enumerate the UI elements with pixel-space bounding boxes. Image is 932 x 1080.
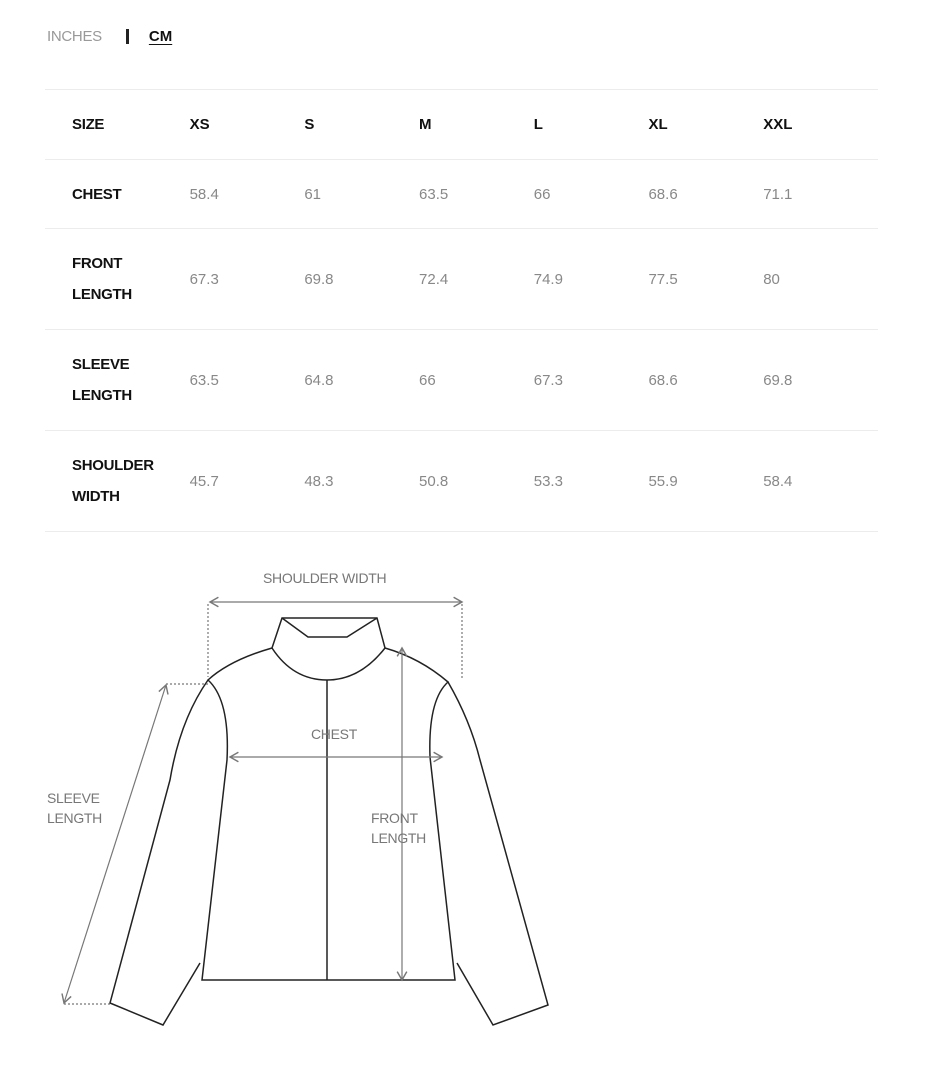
cell: 69.8 bbox=[304, 270, 334, 288]
front-label-line: FRONT bbox=[371, 810, 418, 826]
jacket-outline bbox=[109, 617, 549, 1026]
cell: 69.8 bbox=[763, 371, 793, 389]
row-label: CHEST bbox=[72, 185, 122, 203]
cell: 72.4 bbox=[419, 270, 449, 288]
row-label: FRONT LENGTH bbox=[72, 255, 132, 303]
cell: 48.3 bbox=[304, 472, 334, 490]
front-length-label: FRONT LENGTH bbox=[371, 808, 426, 848]
inches-toggle[interactable]: INCHES bbox=[47, 28, 102, 45]
cell: 67.3 bbox=[533, 371, 563, 389]
cell: 68.6 bbox=[648, 185, 678, 203]
cell: 80 bbox=[763, 270, 780, 288]
cell: 74.9 bbox=[533, 270, 563, 288]
table-row: SHOULDER WIDTH 45.7 48.3 50.8 53.3 55.9 … bbox=[45, 430, 878, 532]
cell: 58.4 bbox=[189, 185, 219, 203]
table-row: CHEST 58.4 61 63.5 66 68.6 71.1 bbox=[45, 159, 878, 229]
cell: 63.5 bbox=[189, 371, 219, 389]
table-header-row: SIZE XS S M L XL XXL bbox=[45, 89, 878, 160]
row-label: SLEEVE LENGTH bbox=[72, 356, 132, 404]
cell: 77.5 bbox=[648, 270, 678, 288]
table-row: FRONT LENGTH 67.3 69.8 72.4 74.9 77.5 80 bbox=[45, 228, 878, 330]
sleeve-length-arrow bbox=[61, 683, 169, 1005]
header-cell: S bbox=[304, 116, 315, 133]
cell: 68.6 bbox=[648, 371, 678, 389]
header-cell: M bbox=[419, 116, 432, 133]
cell: 45.7 bbox=[189, 472, 219, 490]
unit-toggle: INCHES CM bbox=[47, 28, 172, 45]
header-cell: XL bbox=[648, 116, 668, 133]
cell: 55.9 bbox=[648, 472, 678, 490]
front-label-line: LENGTH bbox=[371, 830, 426, 846]
sleeve-label-line: SLEEVE bbox=[47, 790, 100, 806]
sleeve-length-label: SLEEVE LENGTH bbox=[47, 788, 102, 828]
chest-label: CHEST bbox=[311, 726, 357, 742]
cell: 71.1 bbox=[763, 185, 793, 203]
header-cell: SIZE bbox=[72, 116, 105, 133]
unit-separator bbox=[125, 29, 129, 44]
cell: 67.3 bbox=[189, 270, 219, 288]
header-cell: L bbox=[533, 116, 543, 133]
cell: 58.4 bbox=[763, 472, 793, 490]
cell: 64.8 bbox=[304, 371, 334, 389]
cell: 50.8 bbox=[419, 472, 449, 490]
cell: 66 bbox=[533, 185, 551, 203]
size-chart-table: SIZE XS S M L XL XXL CHEST 58.4 61 63.5 … bbox=[45, 89, 878, 532]
cell: 66 bbox=[419, 371, 436, 389]
cell: 61 bbox=[304, 185, 321, 203]
shoulder-width-label: SHOULDER WIDTH bbox=[263, 570, 387, 586]
cell: 53.3 bbox=[533, 472, 563, 490]
sleeve-label-line: LENGTH bbox=[47, 810, 102, 826]
cell: 63.5 bbox=[419, 185, 449, 203]
row-label: SHOULDER WIDTH bbox=[72, 457, 154, 505]
header-cell: XXL bbox=[763, 116, 793, 133]
cm-toggle[interactable]: CM bbox=[148, 28, 173, 45]
header-cell: XS bbox=[189, 116, 210, 133]
measurement-arrows bbox=[61, 596, 464, 1005]
table-row: SLEEVE LENGTH 63.5 64.8 66 67.3 68.6 69.… bbox=[45, 329, 878, 431]
